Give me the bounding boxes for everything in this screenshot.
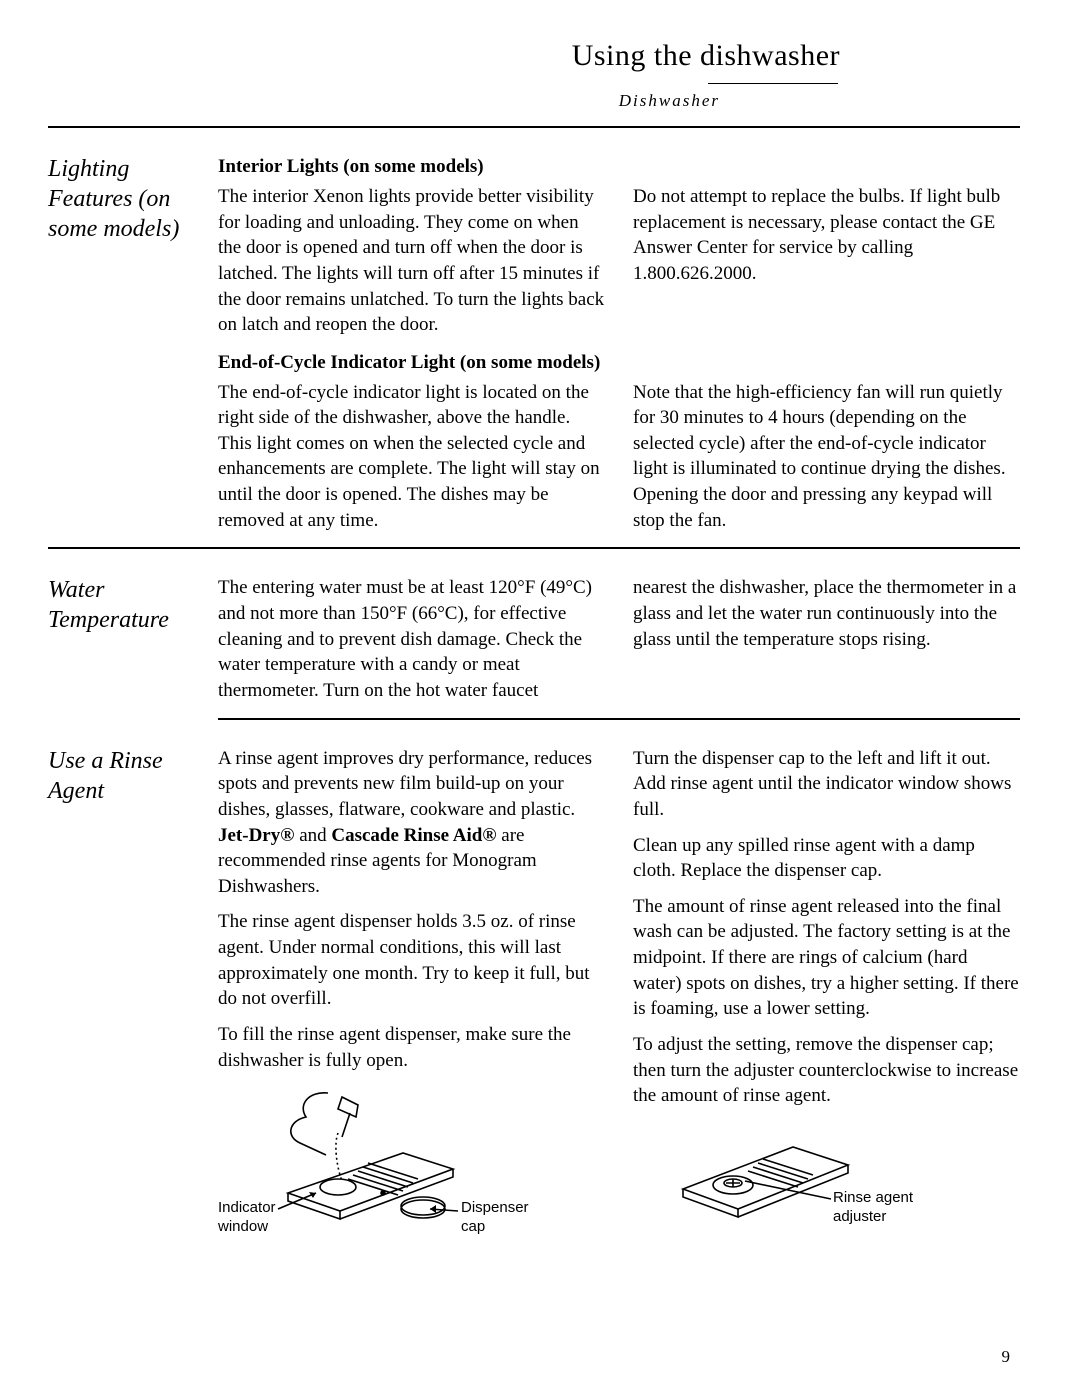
side-text: Water Temperature: [48, 575, 212, 635]
illustration-fill-dispenser: Indicator window Dispenser cap: [218, 1083, 605, 1233]
subhead-eoc: End-of-Cycle Indicator Light (on some mo…: [218, 350, 1020, 376]
text: and: [294, 825, 331, 846]
para: The amount of rinse agent released into …: [633, 894, 1020, 1022]
col-left: The end-of-cycle indicator light is loca…: [218, 380, 605, 544]
cols: A rinse agent improves dry performance, …: [218, 720, 1020, 1239]
page-title: Using the dishwasher: [48, 36, 840, 77]
para: The entering water must be at least 120°…: [218, 575, 605, 703]
col-right: Note that the high-efficiency fan will r…: [633, 380, 1020, 544]
para: Note that the high-efficiency fan will r…: [633, 380, 1020, 534]
label-indicator-window: Indicator window: [218, 1199, 280, 1237]
text: A rinse agent improves dry performance, …: [218, 748, 592, 820]
title-underline: [708, 83, 838, 84]
label-rinse-adjuster: Rinse agent adjuster: [833, 1189, 933, 1227]
section-body: The entering water must be at least 120°…: [218, 549, 1020, 713]
section-lighting: Lighting Features (on some models) Inter…: [48, 128, 1020, 543]
para: The interior Xenon lights provide better…: [218, 184, 605, 338]
label-dispenser-cap: Dispenser cap: [461, 1199, 541, 1237]
para: To adjust the setting, remove the dispen…: [633, 1032, 1020, 1109]
cols: The interior Xenon lights provide better…: [218, 184, 1020, 348]
bold-jetdry: Jet-Dry®: [218, 825, 294, 846]
page-subtitle: Dishwasher: [48, 90, 720, 113]
illustration-adjuster: Rinse agent adjuster: [633, 1119, 1020, 1239]
para: nearest the dishwasher, place the thermo…: [633, 575, 1020, 652]
section-body: Interior Lights (on some models) The int…: [218, 128, 1020, 543]
cols: The entering water must be at least 120°…: [218, 549, 1020, 713]
subhead-interior-lights: Interior Lights (on some models): [218, 154, 1020, 180]
para-rinse-intro: A rinse agent improves dry performance, …: [218, 746, 605, 900]
bold-cascade: Cascade Rinse Aid®: [331, 825, 496, 846]
side-text: Lighting Features (on some models): [48, 154, 212, 244]
para: To fill the rinse agent dispenser, make …: [218, 1022, 605, 1073]
para: The end-of-cycle indicator light is loca…: [218, 380, 605, 534]
side-label-water: Water Temperature: [48, 549, 218, 713]
col-right: nearest the dishwasher, place the thermo…: [633, 575, 1020, 713]
side-text: Use a Rinse Agent: [48, 746, 212, 806]
col-left: The interior Xenon lights provide better…: [218, 184, 605, 348]
col-right: Turn the dispenser cap to the left and l…: [633, 746, 1020, 1239]
col-left: A rinse agent improves dry performance, …: [218, 746, 605, 1239]
para: The rinse agent dispenser holds 3.5 oz. …: [218, 909, 605, 1012]
section-rinse: Use a Rinse Agent A rinse agent improves…: [48, 720, 1020, 1239]
side-label-rinse: Use a Rinse Agent: [48, 720, 218, 1239]
section-water: Water Temperature The entering water mus…: [48, 549, 1020, 713]
page: Using the dishwasher Dishwasher Lighting…: [0, 0, 1080, 1397]
col-right: Do not attempt to replace the bulbs. If …: [633, 184, 1020, 348]
page-number: 9: [1002, 1346, 1011, 1369]
para: Clean up any spilled rinse agent with a …: [633, 833, 1020, 884]
para: Do not attempt to replace the bulbs. If …: [633, 184, 1020, 287]
section-body: A rinse agent improves dry performance, …: [218, 720, 1020, 1239]
para: Turn the dispenser cap to the left and l…: [633, 746, 1020, 823]
col-left: The entering water must be at least 120°…: [218, 575, 605, 713]
side-label-lighting: Lighting Features (on some models): [48, 128, 218, 543]
cols: The end-of-cycle indicator light is loca…: [218, 380, 1020, 544]
page-header: Using the dishwasher Dishwasher: [48, 36, 1020, 112]
